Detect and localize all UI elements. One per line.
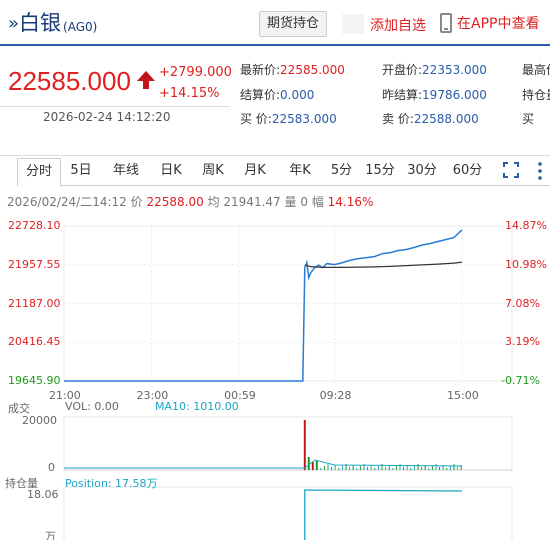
- quote-value: 22583.000: [271, 112, 337, 126]
- y-tick-label: 21957.55: [8, 257, 61, 271]
- volume-y-bottom: 0: [48, 461, 55, 474]
- crosshair-info-bar: 2026/02/24/二14:12 价 22588.00 均 21941.47 …: [7, 193, 373, 210]
- quote-label: 最新价:: [240, 63, 281, 77]
- quote-label: 昨结算:: [382, 88, 423, 102]
- instrument-name: 白银: [19, 11, 62, 35]
- quote-value: 22353.000: [422, 63, 487, 77]
- placeholder-icon: [342, 14, 364, 34]
- header-bar: » 白银 (AG0) 期货持仓 添加自选 在APP中查看: [0, 0, 550, 46]
- futures-position-button[interactable]: 期货持仓: [259, 11, 327, 37]
- quote-item: 买: [522, 110, 534, 127]
- info-avg-label: 均: [207, 195, 220, 209]
- quote-value: 22588.000: [413, 112, 479, 126]
- quote-item: 昨结算:19786.000: [382, 86, 487, 103]
- y-tick-label: 22728.10: [8, 219, 61, 232]
- instrument-title: » 白银 (AG0): [8, 12, 97, 34]
- y-tick-label: 20416.45: [8, 335, 61, 349]
- info-price: 22588.00: [146, 195, 204, 209]
- period-tab[interactable]: 5分: [330, 163, 353, 178]
- volume-ma-line: [64, 459, 463, 469]
- quote-label: 买: [522, 112, 535, 126]
- volume-frame: [63, 416, 513, 471]
- info-vol-label: 量: [284, 195, 297, 209]
- up-arrow-icon: [137, 71, 155, 89]
- quote-label: 开盘价:: [382, 63, 423, 77]
- quote-item: 买 价:22583.000: [240, 110, 337, 127]
- quote-label: 最高价: [522, 63, 550, 77]
- x-tick-label: 00:59: [224, 389, 256, 402]
- period-tab[interactable]: 15分: [365, 163, 395, 178]
- more-menu-icon[interactable]: [534, 160, 546, 182]
- x-tick-label: 09:28: [319, 389, 352, 402]
- divider: [0, 106, 230, 107]
- period-tab[interactable]: 月K: [244, 163, 266, 178]
- quote-value: 0.000: [280, 88, 315, 102]
- period-tab[interactable]: 日K: [160, 163, 182, 178]
- pct-tick-label: 7.08%: [505, 296, 540, 310]
- volume-y-top: 20000: [22, 414, 57, 427]
- quote-value: 19786.000: [422, 88, 487, 102]
- quote-timestamp: 2026-02-24 14:12:20: [43, 110, 171, 124]
- quote-value: 22585.000: [280, 63, 345, 77]
- view-in-app-label: 在APP中查看: [457, 16, 540, 32]
- period-tab[interactable]: 5日: [70, 163, 92, 178]
- open-interest-value: Position: 17.58万: [65, 477, 158, 490]
- period-tab[interactable]: 年K: [289, 163, 311, 178]
- quote-item: 卖 价:22588.000: [382, 110, 479, 127]
- x-tick-label: 23:00: [136, 389, 169, 402]
- info-amp-label: 幅: [311, 195, 324, 209]
- volume-title: 成交: [8, 402, 30, 415]
- quote-label: 买 价:: [240, 112, 272, 126]
- view-in-app-button[interactable]: 在APP中查看: [440, 13, 539, 33]
- pct-tick-label: 14.87%: [505, 219, 547, 232]
- last-price: 22585.000: [8, 66, 131, 96]
- quote-item: 持仓量: [522, 86, 550, 103]
- info-date: 2026/02/24/二14:12: [7, 195, 127, 209]
- price-line: [64, 229, 463, 382]
- pct-tick-label: 3.19%: [505, 335, 540, 349]
- open-interest-y-next: 万: [45, 530, 56, 540]
- quote-label: 结算价:: [240, 88, 281, 102]
- period-tab[interactable]: 30分: [407, 163, 437, 178]
- quote-label: 卖 价:: [382, 112, 414, 126]
- volume-value: VOL: 0.00: [65, 400, 119, 413]
- instrument-code: (AG0): [63, 20, 98, 34]
- period-tab[interactable]: 年线: [112, 163, 139, 178]
- info-vol: 0: [300, 195, 308, 209]
- quote-label: 持仓量: [522, 88, 550, 102]
- add-watchlist-button[interactable]: 添加自选: [370, 18, 426, 34]
- price-change: +2799.000: [159, 65, 232, 80]
- chart-panel: [0, 155, 550, 540]
- average-line: [304, 261, 463, 268]
- quote-item: 最新价:22585.000: [240, 61, 345, 78]
- period-tab[interactable]: 周K: [202, 163, 224, 178]
- fullscreen-icon[interactable]: [503, 162, 519, 178]
- open-interest-title: 持仓量: [5, 477, 38, 490]
- open-interest-y-top: 18.06: [27, 488, 59, 501]
- pct-tick-label: -0.71%: [501, 374, 540, 387]
- pct-tick-label: 10.98%: [505, 257, 547, 271]
- title-marker: »: [8, 13, 20, 34]
- open-interest-line: [304, 489, 463, 540]
- volume-ma10: MA10: 1010.00: [155, 400, 239, 413]
- y-tick-label: 21187.00: [8, 296, 61, 310]
- x-tick-label: 21:00: [49, 389, 81, 402]
- info-amp: 14.16%: [327, 195, 374, 209]
- quote-item: 开盘价:22353.000: [382, 61, 487, 78]
- y-tick-label: 19645.90: [8, 374, 61, 387]
- open-interest-frame: [63, 486, 513, 540]
- period-tabs: 分时 5日 年线 日K 周K 月K 年K 5分 15分 30分 60分: [17, 158, 550, 187]
- info-avg: 21941.47: [223, 195, 281, 209]
- quote-item: 最高价: [522, 61, 550, 78]
- quote-item: 结算价:0.000: [240, 86, 314, 103]
- info-price-label: 价: [130, 195, 143, 209]
- price-change-percent: +14.15%: [159, 86, 220, 101]
- x-tick-label: 15:00: [447, 389, 479, 402]
- period-tab[interactable]: 60分: [452, 163, 483, 178]
- period-tab[interactable]: 分时: [17, 158, 61, 187]
- phone-icon: [440, 13, 452, 33]
